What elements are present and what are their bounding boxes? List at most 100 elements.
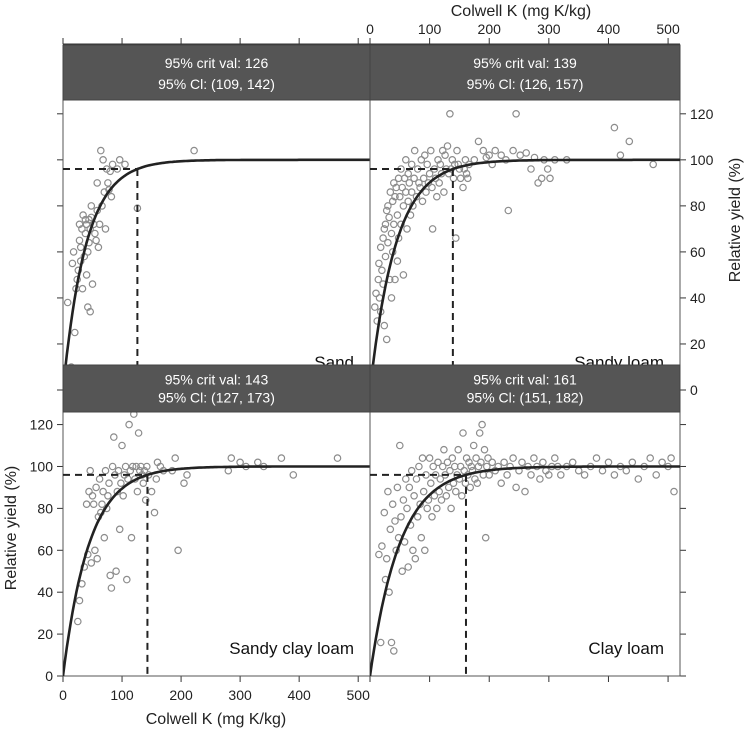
data-point [183, 471, 191, 479]
data-point [646, 454, 655, 462]
bottom-x-tick-label: 300 [228, 687, 252, 703]
data-point [63, 298, 72, 307]
data-point [99, 487, 107, 496]
data-point [415, 462, 423, 471]
data-point [530, 454, 538, 462]
data-point [104, 491, 112, 500]
data-point [447, 504, 455, 513]
data-point [398, 183, 407, 192]
data-point [180, 479, 188, 488]
data-point [382, 335, 391, 344]
data-point [380, 225, 389, 233]
data-point [503, 471, 511, 479]
panel-header-crit: 95% crit val: 143 [165, 372, 269, 388]
data-point [422, 188, 430, 196]
data-point [374, 275, 383, 284]
fitted-curve [63, 465, 370, 676]
data-point [118, 441, 126, 450]
data-point [512, 110, 520, 118]
panel-header [369, 44, 681, 101]
data-point [616, 151, 625, 160]
data-point [101, 225, 110, 233]
data-point [413, 512, 422, 521]
data-point [432, 192, 441, 201]
data-point [459, 429, 467, 437]
panel-plot-area [62, 411, 371, 677]
data-point [491, 146, 500, 155]
data-point [426, 479, 435, 488]
top-x-tick-label: 100 [418, 21, 442, 37]
data-point [403, 504, 411, 513]
data-point [74, 617, 82, 626]
data-point [527, 165, 535, 173]
bottom-x-tick-label: 0 [59, 687, 67, 703]
right-y-tick-label: 20 [690, 336, 706, 352]
data-point [88, 491, 97, 500]
data-point [391, 192, 399, 201]
data-point [475, 429, 484, 437]
data-point [405, 179, 414, 187]
data-point [171, 454, 180, 462]
data-point [411, 554, 420, 563]
data-point [126, 466, 135, 475]
data-point [387, 294, 396, 302]
data-point [459, 183, 467, 192]
data-point [434, 156, 442, 164]
data-point [522, 149, 531, 157]
data-point [556, 471, 565, 479]
data-point [384, 202, 392, 210]
data-point [543, 165, 552, 173]
data-point [376, 243, 385, 252]
data-point [539, 458, 547, 467]
right-y-tick-label: 40 [690, 290, 706, 306]
data-point [429, 462, 438, 471]
left-y-tick-label: 0 [45, 668, 53, 684]
panel-plot-area [369, 99, 681, 391]
data-point [378, 542, 386, 550]
data-point [438, 462, 447, 471]
data-point [375, 550, 383, 559]
data-point [393, 483, 402, 492]
panel-plot-area [369, 411, 681, 677]
bottom-x-tick-label: 400 [287, 687, 311, 703]
data-point [466, 483, 475, 492]
data-point [128, 462, 137, 471]
data-point [381, 252, 390, 261]
data-point [401, 156, 410, 164]
data-point [444, 483, 453, 492]
data-point [610, 471, 619, 479]
data-point [130, 412, 138, 418]
data-point [536, 475, 544, 483]
data-point [448, 454, 457, 462]
data-point [399, 271, 408, 279]
data-point [381, 220, 390, 229]
data-point [481, 533, 490, 542]
data-point [478, 420, 486, 429]
data-point [391, 517, 399, 525]
left-y-axis-title: Relative yield (%) [3, 466, 20, 590]
data-point [509, 454, 517, 462]
data-point [388, 500, 397, 509]
data-point [465, 458, 473, 467]
data-point [68, 259, 77, 268]
data-point [91, 229, 99, 238]
left-y-tick-label: 80 [37, 500, 53, 516]
fitted-curve [370, 465, 680, 676]
data-point [115, 156, 124, 164]
data-point [451, 487, 460, 496]
left-y-tick-label: 60 [37, 542, 53, 558]
data-point [104, 179, 112, 187]
data-point [457, 491, 466, 500]
data-point [87, 559, 96, 567]
data-point [125, 420, 133, 429]
data-point [387, 638, 396, 647]
data-point [420, 546, 429, 555]
data-point [474, 462, 483, 471]
data-point [121, 462, 130, 471]
right-y-tick-label: 0 [690, 382, 698, 398]
data-point [441, 151, 449, 160]
data-point [410, 491, 418, 500]
